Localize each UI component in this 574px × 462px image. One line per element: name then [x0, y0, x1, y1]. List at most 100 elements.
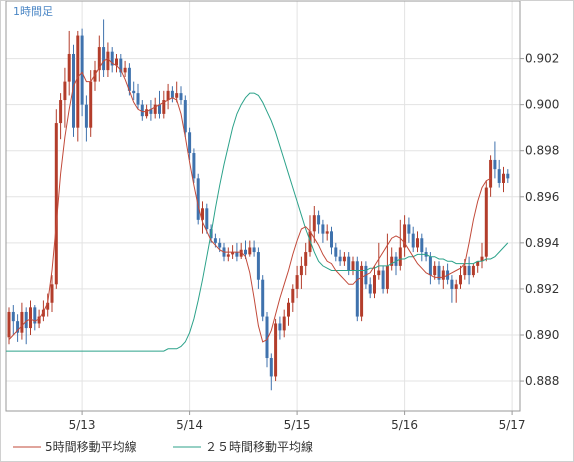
candle-body-up	[454, 284, 458, 289]
candle-body-down	[497, 169, 501, 183]
candle-body-up	[471, 265, 475, 276]
candle	[24, 307, 28, 345]
candle	[256, 247, 260, 289]
candle-body-down	[269, 358, 273, 377]
candle	[7, 307, 11, 345]
candle	[188, 127, 192, 160]
candle-body-down	[127, 67, 131, 91]
candle-body-down	[381, 270, 385, 289]
candle	[136, 83, 140, 110]
candle	[201, 201, 204, 234]
candle	[278, 316, 282, 340]
candle-body-up	[299, 265, 303, 276]
candle	[450, 275, 454, 303]
candle-body-up	[231, 252, 235, 255]
candle-body-down	[420, 238, 424, 253]
candle	[269, 353, 273, 391]
candle	[295, 265, 299, 299]
plot-area-border	[5, 1, 521, 412]
candle	[342, 252, 346, 266]
y-tick-label: 0.896	[525, 190, 559, 204]
candle-body-down	[235, 252, 239, 257]
candle	[312, 206, 316, 243]
candle-body-down	[493, 159, 497, 170]
candle	[368, 277, 372, 299]
candle-body-up	[29, 307, 32, 329]
legend-label-ma25: ２５時間移動平均線	[205, 439, 313, 454]
candle-body-up	[476, 261, 480, 266]
candle-body-down	[136, 93, 140, 105]
candle	[325, 224, 329, 241]
candle	[46, 293, 50, 317]
candle-body-up	[459, 275, 462, 285]
y-tick-label: 0.888	[525, 374, 559, 388]
candle	[330, 226, 333, 255]
candle-body-down	[110, 51, 114, 66]
candle	[416, 231, 419, 253]
candle	[480, 242, 484, 269]
candle-body-up	[59, 100, 63, 124]
candle-body-up	[97, 47, 101, 71]
candle	[41, 300, 45, 322]
candle	[261, 275, 265, 322]
candle-body-up	[342, 256, 346, 262]
candle-body-up	[360, 265, 364, 317]
candle	[170, 86, 174, 103]
candle	[287, 298, 290, 326]
candle-body-up	[115, 58, 118, 66]
candle-body-up	[287, 302, 290, 317]
candle	[63, 67, 67, 128]
candle	[317, 210, 321, 234]
candle	[102, 19, 106, 78]
candle-body-up	[67, 53, 71, 82]
candle-body-up	[106, 51, 110, 71]
candle	[183, 95, 187, 137]
candle	[467, 256, 471, 285]
x-tick-label: 5/14	[176, 418, 203, 432]
candle-body-down	[411, 233, 415, 248]
candle-body-down	[140, 104, 144, 117]
candle-body-down	[72, 53, 75, 128]
candle	[338, 249, 342, 266]
candle-body-up	[502, 173, 505, 183]
candle	[497, 159, 501, 188]
candle-body-down	[33, 307, 37, 324]
candle	[308, 215, 312, 257]
candle	[106, 42, 110, 78]
candle	[153, 97, 157, 119]
candle-body-down	[183, 100, 187, 133]
candle-body-up	[41, 309, 45, 317]
candle-body-down	[338, 256, 342, 262]
candle	[502, 166, 505, 193]
candle-body-up	[390, 256, 394, 266]
candle-body-up	[398, 247, 402, 266]
candle-body-down	[437, 265, 441, 280]
candle-body-up	[325, 231, 329, 234]
candle-body-up	[226, 254, 230, 257]
x-tick-label: 5/17	[499, 418, 526, 432]
candle	[437, 261, 441, 285]
candle-body-down	[265, 316, 269, 359]
candle-body-up	[162, 100, 166, 114]
candle-body-down	[24, 311, 28, 329]
candle	[299, 256, 303, 289]
candle-body-up	[484, 187, 488, 257]
candle	[360, 261, 364, 322]
candle-body-up	[304, 252, 308, 266]
candle	[373, 265, 376, 299]
y-tick-label: 0.898	[525, 144, 559, 158]
y-tick-label: 0.902	[525, 52, 559, 66]
candle-body-up	[433, 265, 437, 276]
candle-body-down	[261, 279, 265, 317]
candle	[76, 30, 80, 142]
candle	[433, 261, 437, 280]
candle	[50, 275, 54, 312]
candle-body-down	[188, 132, 192, 154]
candle	[149, 100, 153, 121]
candle	[93, 60, 97, 91]
candle-body-down	[321, 224, 325, 234]
candle-body-down	[196, 178, 200, 220]
candle-body-down	[368, 284, 372, 294]
candle-body-up	[489, 159, 493, 188]
